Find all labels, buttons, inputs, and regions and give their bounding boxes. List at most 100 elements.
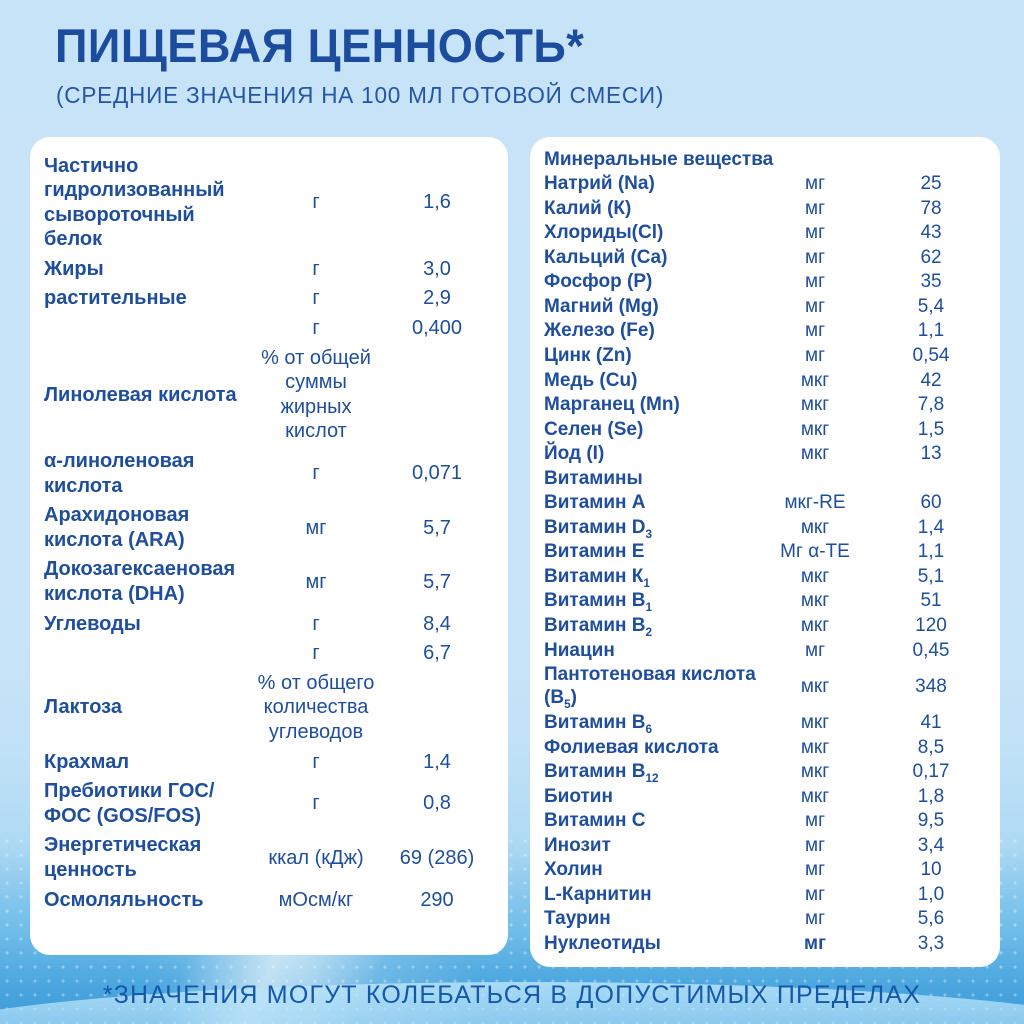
nutrient-label: Витамин К1 [544,565,650,590]
table-row: растительные г 2,9 [44,284,494,314]
table-row: Витамин B12 мкг 0,17 [544,759,988,784]
nutrient-value: 25 [920,173,942,195]
nutrient-value: 13 [920,443,942,465]
table-row: α-линоленовая кислота г 0,071 [44,447,494,501]
table-row: Витамин A мкг-RE 60 [544,491,988,516]
nutrient-label: Хлориды(Cl) [544,222,664,244]
nutrient-value: 8,5 [917,736,945,758]
nutrient-unit: мкг-RE [784,492,846,514]
nutrient-value: 5,1 [917,565,945,587]
minerals-vitamins-table-body: Минеральные вещества Натрий (Na) мг 25 Калий… [544,147,988,956]
section-header-row: Минеральные вещества [544,147,988,172]
nutrient-unit: мкг [800,394,830,416]
table-row: Арахидоновая кислота (ARA) мг 5,7 [44,501,494,555]
nutrient-value: 1,1 [917,320,945,342]
macronutrients-panel: Частично гидролизованный сывороточный бе… [30,137,508,955]
nutrient-value: 3,0 [423,257,451,280]
nutrient-unit: г [312,612,320,635]
nutrient-unit: мг [305,516,327,539]
nutrient-value: 41 [920,711,942,733]
table-row: Фосфор (P) мг 35 [544,270,988,295]
nutrient-value: 69 (286) [399,846,475,869]
nutrient-value: 10 [920,859,942,881]
nutrient-label: Холин [544,859,603,881]
nutrient-label: Биотин [544,785,613,807]
table-row: Витамин D3 мкг 1,4 [544,515,988,540]
nutrient-unit: мкг [800,785,830,807]
nutrient-value [380,668,494,747]
nutrient-unit: мг [305,570,327,593]
nutrient-value: 5,6 [917,908,945,930]
table-row: Линолевая кислота % от общей суммы жирных… [44,343,494,446]
nutrient-unit: мкг [800,565,830,587]
nutrient-label: Углеводы [44,612,141,635]
nutrient-value: 8,4 [423,612,451,635]
table-row: Марганец (Mn) мкг 7,8 [544,392,988,417]
nutrient-value: 35 [920,271,942,293]
nutrient-label: Кальций (Ca) [544,246,668,268]
nutrient-label: Таурин [544,908,611,930]
nutrient-label: Витамин B1 [544,590,653,615]
nutrient-value: 348 [915,675,947,697]
nutrient-label: Медь (Cu) [544,369,638,391]
nutrient-value: 5,7 [423,570,451,593]
macronutrients-table: Частично гидролизованный сывороточный бе… [44,151,494,915]
nutrient-unit: мкг [800,675,830,697]
nutrient-label: L-Карнитин [544,883,652,905]
nutrient-unit: мОсм/кг [278,888,354,911]
nutrient-label: Железо (Fe) [544,320,655,342]
table-row: Углеводы г 8,4 [44,609,494,639]
nutrient-unit: мг [805,908,825,930]
nutrient-label: Витамин D3 [544,516,653,541]
nutrient-unit: мг [805,883,825,905]
nutrient-label: Магний (Mg) [544,295,659,317]
table-row: Осмоляльность мОсм/кг 290 [44,885,494,915]
nutrient-unit: г [312,317,320,340]
nutrient-label: Ниацин [544,639,615,661]
page-subtitle: (СРЕДНИЕ ЗНАЧЕНИЯ НА 100 МЛ ГОТОВОЙ СМЕС… [56,82,665,108]
nutrient-label: Линолевая кислота [44,383,237,406]
table-row: Калий (К) мг 78 [544,196,988,221]
nutrient-label: Осмоляльность [44,888,204,911]
section-header-row: Витамины [544,466,988,491]
nutrient-value: 43 [920,222,942,244]
table-row: Жиры г 3,0 [44,254,494,284]
nutrient-value: 51 [920,590,942,612]
table-row: Хлориды(Cl) мг 43 [544,221,988,246]
table-row: Витамин B1 мкг 51 [544,589,988,615]
nutrient-unit: мг [805,859,825,881]
nutrient-unit: мкг [800,443,830,465]
nutrient-unit: мкг [800,516,830,538]
table-row: Селен (Se) мкг 1,5 [544,417,988,442]
table-row: Докозагексаеновая кислота (DHA) мг 5,7 [44,555,494,609]
nutrient-value: 42 [920,369,942,391]
nutrient-label: Арахидоновая кислота (ARA) [44,504,190,551]
nutrient-value: 0,8 [423,792,451,815]
nutrient-value: 0,45 [912,639,950,661]
nutrient-unit: г [312,462,320,485]
nutrient-value: 3,4 [917,834,945,856]
nutrient-label: α-линоленовая кислота [44,450,195,497]
page-title: ПИЩЕВАЯ ЦЕННОСТЬ* [55,19,585,72]
nutrient-value: 0,400 [411,317,463,340]
table-row: Медь (Cu) мкг 42 [544,368,988,393]
nutrient-unit: г [312,257,320,280]
table-row: Витамин C мг 9,5 [544,809,988,834]
nutrient-label: Витамин A [544,492,646,514]
nutrient-label: Инозит [544,834,611,856]
nutrient-unit: г [312,792,320,815]
nutrient-unit: % от общей суммы жирных кислот [261,346,371,443]
table-row: Биотин мкг 1,8 [544,784,988,809]
minerals-vitamins-table: Минеральные вещества Натрий (Na) мг 25 Калий… [544,147,988,956]
nutrient-label: Фолиевая кислота [544,736,719,758]
nutrient-label: Витамин B6 [544,711,653,736]
nutrient-label: Жиры [44,257,104,280]
table-row: Инозит мг 3,4 [544,833,988,858]
table-row: Витамин E Мг α-TE 1,1 [544,540,988,565]
nutrient-label: Витамин B12 [544,761,659,785]
table-row: Энергетическая ценность ккал (кДж) 69 (286… [44,831,494,885]
nutrient-value: 0,17 [912,761,950,783]
table-row: Таурин мг 5,6 [544,907,988,932]
minerals-vitamins-panel: Минеральные вещества Натрий (Na) мг 25 Калий… [530,137,1000,967]
